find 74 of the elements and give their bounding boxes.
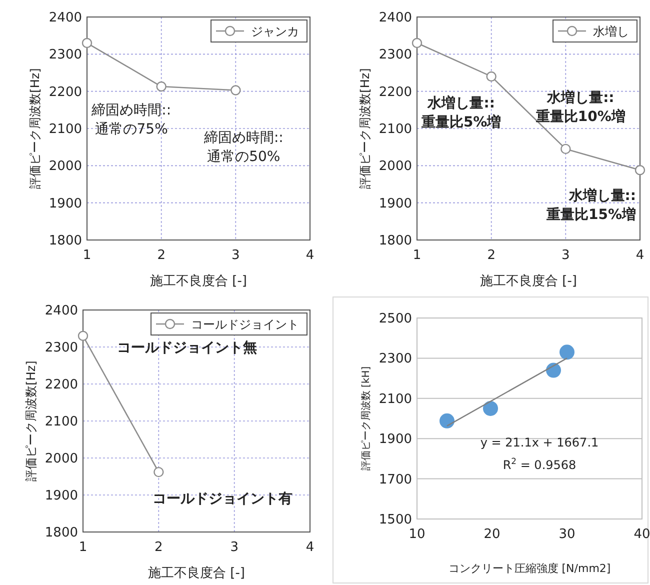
annotation: 水増し量:: 重量比10%増	[534, 88, 626, 125]
legend-label: 水増し	[593, 24, 629, 38]
y-tick-label: 1500	[378, 512, 412, 528]
y-tick-label: 2500	[378, 312, 412, 326]
y-tick-label: 1800	[378, 234, 412, 248]
annotation: コールドジョイント無	[117, 340, 257, 356]
point	[412, 38, 422, 48]
legend-label: ジャンカ	[251, 24, 299, 38]
y-tick-label: 1900	[378, 196, 412, 212]
x-tick-label: 20	[484, 527, 500, 542]
y-axis-title: 評価ピーク周波数 [kH]	[360, 366, 372, 471]
point	[546, 362, 561, 378]
x-tick-label: 40	[634, 527, 650, 542]
point	[634, 165, 646, 176]
y-tick-label: 2300	[48, 48, 82, 63]
y-tick-label: 2100	[378, 122, 412, 137]
x-tick-label: 3	[230, 540, 238, 555]
y-tick-label: 1900	[44, 488, 78, 504]
y-tick-label: 2200	[378, 84, 412, 100]
annotation: R$^{2}$ = 0.9568	[502, 456, 576, 472]
x-tick-label: 2	[487, 248, 496, 263]
y-tick-label: 1800	[44, 526, 78, 540]
x-axis-title: 施工不良度合 [-]	[150, 273, 247, 289]
annotation: 水増し量:: 重量比15%増	[545, 187, 636, 224]
point	[156, 81, 166, 92]
y-tick-label: 2000	[378, 159, 412, 174]
x-tick-label: 2	[157, 248, 166, 263]
x-tick-label: 1	[78, 540, 88, 555]
y-tick-label: 2100	[378, 392, 412, 407]
point	[230, 85, 241, 96]
point	[560, 144, 571, 154]
point	[440, 413, 454, 428]
point	[82, 38, 92, 48]
point	[483, 400, 498, 416]
x-tick-label: 1	[82, 248, 92, 263]
x-tick-label: 1	[412, 248, 422, 263]
y-tick-label: 2100	[48, 122, 82, 137]
x-tick-label: 3	[232, 248, 240, 263]
y-tick-label: 2200	[48, 84, 82, 100]
y-tick-label: 1700	[378, 472, 412, 488]
y-tick-label: 1900	[378, 432, 412, 448]
y-axis-title: 評価ピーク周波数[Hz]	[358, 68, 372, 189]
x-tick-label: 4	[306, 540, 314, 555]
y-tick-label: 2300	[378, 48, 412, 63]
x-axis-title: 施工不良度合 [-]	[480, 273, 577, 289]
y-tick-label: 2400	[48, 10, 82, 26]
y-tick-label: 1800	[48, 234, 82, 248]
annotation: 締固め時間:: 通常の50%	[202, 130, 284, 166]
annotation: コールドジョイント有	[152, 491, 293, 508]
x-tick-label: 30	[558, 527, 576, 542]
annotation: y = 21.1x + 1667.1	[480, 436, 599, 450]
annotation: 締固め時間:: 通常の75%	[90, 102, 172, 138]
y-axis-title: 評価ピーク周波数[Hz]	[24, 360, 38, 482]
x-tick-label: 4	[636, 248, 644, 263]
x-tick-label: 10	[408, 527, 426, 542]
y-tick-label: 2100	[44, 414, 78, 430]
x-tick-label: 2	[154, 540, 163, 555]
annotation: 水増し量:: 重量比5%増	[420, 94, 502, 130]
x-axis-title: 施工不良度合 [-]	[148, 565, 245, 581]
y-tick-label: 2300	[44, 340, 78, 356]
x-tick-label: 4	[306, 248, 314, 263]
x-tick-label: 3	[562, 248, 570, 263]
y-tick-label: 2000	[48, 159, 82, 174]
y-tick-label: 2000	[44, 452, 78, 466]
y-tick-label: 2300	[378, 352, 412, 367]
point	[560, 344, 574, 360]
x-axis-title: コンクリート圧縮強度 [N/mm2]	[448, 562, 611, 575]
y-axis-title: 評価ピーク周波数[Hz]	[28, 68, 42, 189]
y-tick-label: 2400	[378, 10, 412, 26]
point	[486, 71, 496, 82]
y-tick-label: 2200	[44, 378, 78, 392]
y-tick-label: 2400	[44, 304, 78, 318]
legend-label: コールドジョイント	[191, 318, 299, 332]
y-tick-label: 1900	[48, 196, 82, 212]
